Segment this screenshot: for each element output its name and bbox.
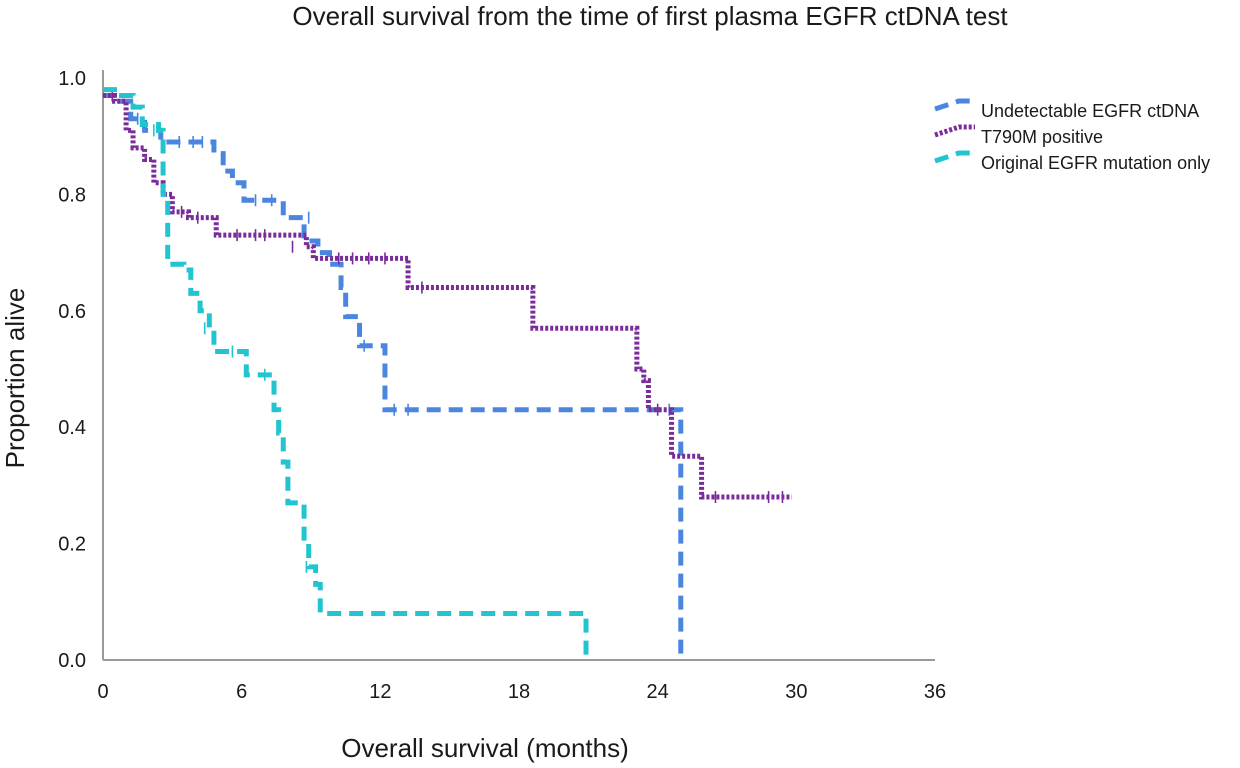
legend-item: Original EGFR mutation only xyxy=(934,150,1210,173)
y-tick-label: 0.4 xyxy=(58,417,86,439)
x-tick-label: 24 xyxy=(647,681,669,703)
series-line xyxy=(103,87,589,660)
legend-swatch xyxy=(934,124,975,138)
x-tick-label: 6 xyxy=(236,681,247,703)
legend-swatch xyxy=(934,150,975,164)
series-1 xyxy=(103,92,684,660)
legend-swatch xyxy=(934,98,975,112)
y-tick-label: 0.8 xyxy=(58,184,86,206)
legend-label: Undetectable EGFR ctDNA xyxy=(981,101,1199,121)
y-axis-label: Proportion alive xyxy=(0,288,30,469)
series-layer xyxy=(103,87,792,660)
x-tick-label: 12 xyxy=(369,681,391,703)
legend-item: Undetectable EGFR ctDNA xyxy=(934,98,1199,121)
legend-label: T790M positive xyxy=(981,127,1103,147)
axes: 0 6 12 18 24 30 36 0.0 0.2 0.4 0.6 0.8 1.0 xyxy=(58,68,946,703)
series-3 xyxy=(103,87,589,660)
series-2 xyxy=(103,89,792,504)
series-line xyxy=(103,92,792,500)
legend-item: T790M positive xyxy=(934,124,1103,147)
legend-label: Original EGFR mutation only xyxy=(981,153,1210,173)
x-tick-label: 18 xyxy=(508,681,530,703)
chart-title: Overall survival from the time of first … xyxy=(292,1,1008,31)
y-tick-label: 1.0 xyxy=(58,68,86,90)
y-tick-label: 0.2 xyxy=(58,534,86,556)
y-tick-label: 0.6 xyxy=(58,301,86,323)
x-tick-label: 30 xyxy=(785,681,807,703)
y-tick-label: 0.0 xyxy=(58,650,86,672)
x-tick-label: 36 xyxy=(924,681,946,703)
legend: Undetectable EGFR ctDNA T790M positive Ori… xyxy=(934,98,1210,173)
x-axis-label: Overall survival (months) xyxy=(341,733,629,763)
x-tick-label: 0 xyxy=(97,681,108,703)
series-line xyxy=(103,92,684,660)
